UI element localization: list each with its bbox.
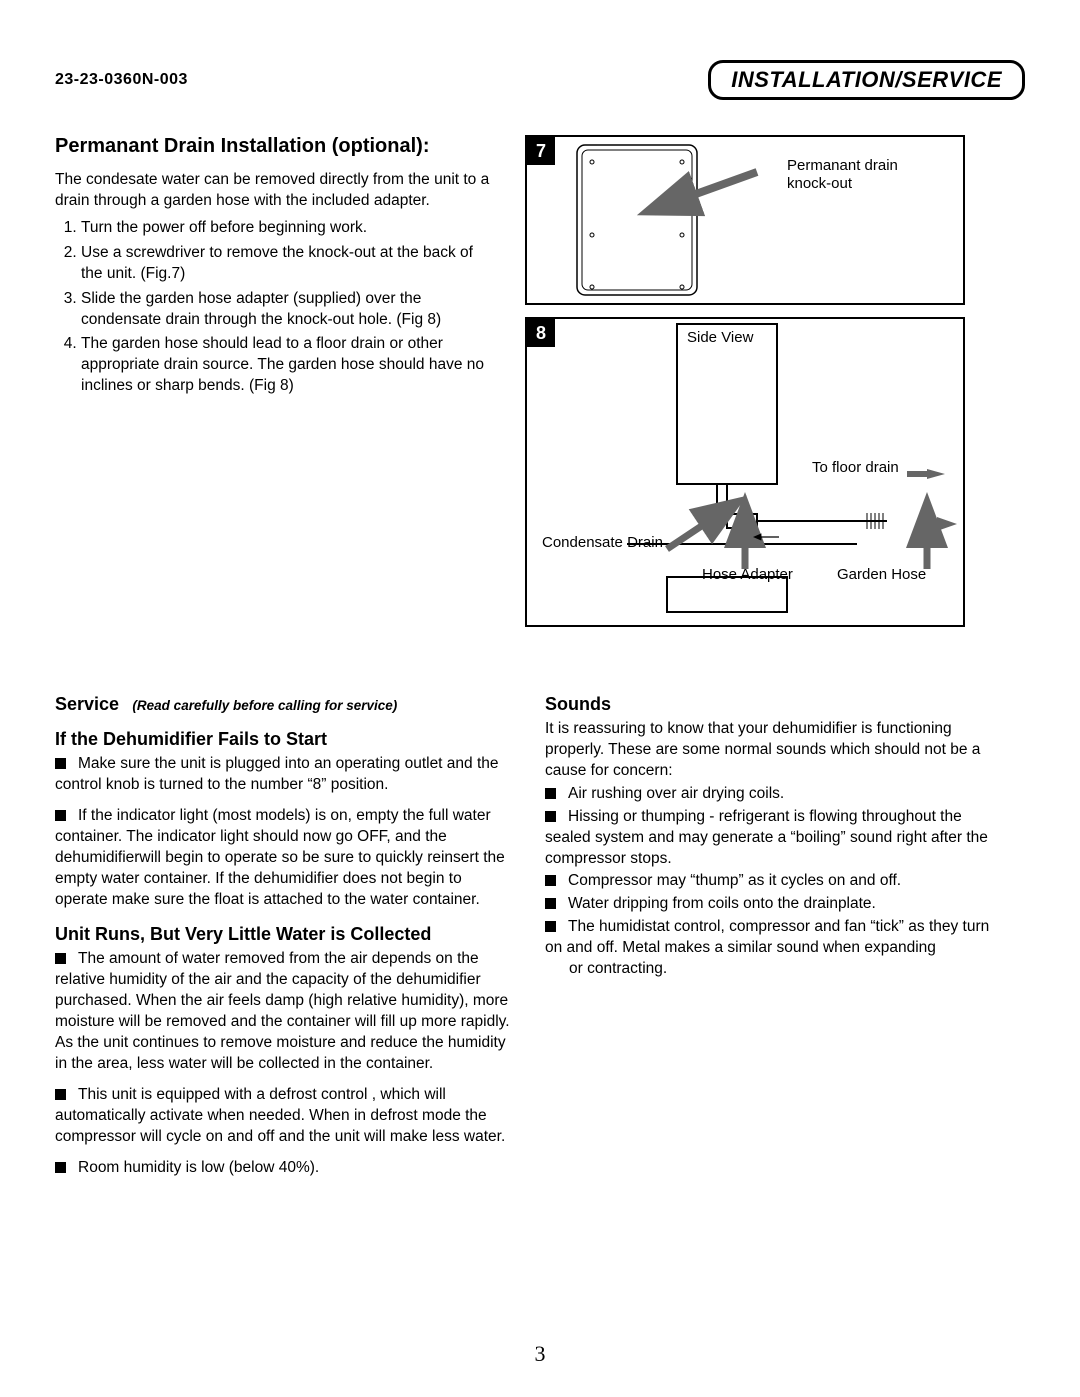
- fails-title: If the Dehumidifier Fails to Start: [55, 729, 515, 750]
- little-title: Unit Runs, But Very Little Water is Coll…: [55, 924, 515, 945]
- drain-title: Permanant Drain Installation (optional):: [55, 135, 495, 158]
- service-heading: Service (Read carefully before calling f…: [55, 694, 515, 715]
- little-b2: This unit is equipped with a defrost con…: [55, 1085, 515, 1148]
- service-note: (Read carefully before calling for servi…: [132, 698, 397, 713]
- figure-8: 8: [525, 317, 965, 627]
- figure-7-num: 7: [527, 137, 555, 165]
- doc-code: 23-23-0360N-003: [55, 71, 188, 89]
- drain-steps: Turn the power off before beginning work…: [55, 218, 495, 397]
- step-2: Use a screwdriver to remove the knock-ou…: [81, 243, 495, 285]
- fig8-hose-adapter: Hose Adapter: [702, 566, 793, 584]
- figure-7: 7: [525, 135, 965, 305]
- fails-b2: If the indicator light (most models) is …: [55, 806, 515, 911]
- sounds-b3: Compressor may “thump” as it cycles on a…: [545, 871, 1005, 892]
- fig8-side-view: Side View: [687, 329, 753, 347]
- fig8-to-floor: To floor drain: [812, 459, 899, 477]
- sounds-b5: The humidistat control, compressor and f…: [545, 917, 1005, 959]
- sounds-b2: Hissing or thumping - refrigerant is flo…: [545, 807, 1005, 870]
- step-3: Slide the garden hose adapter (supplied)…: [81, 289, 495, 331]
- little-b1: The amount of water removed from the air…: [55, 949, 515, 1075]
- figure-8-num: 8: [527, 319, 555, 347]
- sounds-b5-cont: or contracting.: [569, 959, 1005, 980]
- fig8-garden-hose: Garden Hose: [837, 566, 926, 584]
- section-tab: INSTALLATION/SERVICE: [708, 60, 1025, 100]
- fig8-condensate: Condensate Drain: [542, 534, 663, 552]
- fig7-label: Permanant drain knock-out: [787, 157, 937, 193]
- fails-b1: Make sure the unit is plugged into an op…: [55, 754, 515, 796]
- sounds-b1: Air rushing over air drying coils.: [545, 784, 1005, 805]
- sounds-intro: It is reassuring to know that your dehum…: [545, 719, 1005, 782]
- step-1: Turn the power off before beginning work…: [81, 218, 495, 239]
- little-b3: Room humidity is low (below 40%).: [55, 1158, 515, 1179]
- step-4: The garden hose should lead to a floor d…: [81, 334, 495, 397]
- sounds-b4: Water dripping from coils onto the drain…: [545, 894, 1005, 915]
- service-title: Service: [55, 694, 119, 714]
- drain-intro: The condesate water can be removed direc…: [55, 170, 495, 212]
- sounds-title: Sounds: [545, 694, 1005, 715]
- page-number: 3: [0, 1341, 1080, 1367]
